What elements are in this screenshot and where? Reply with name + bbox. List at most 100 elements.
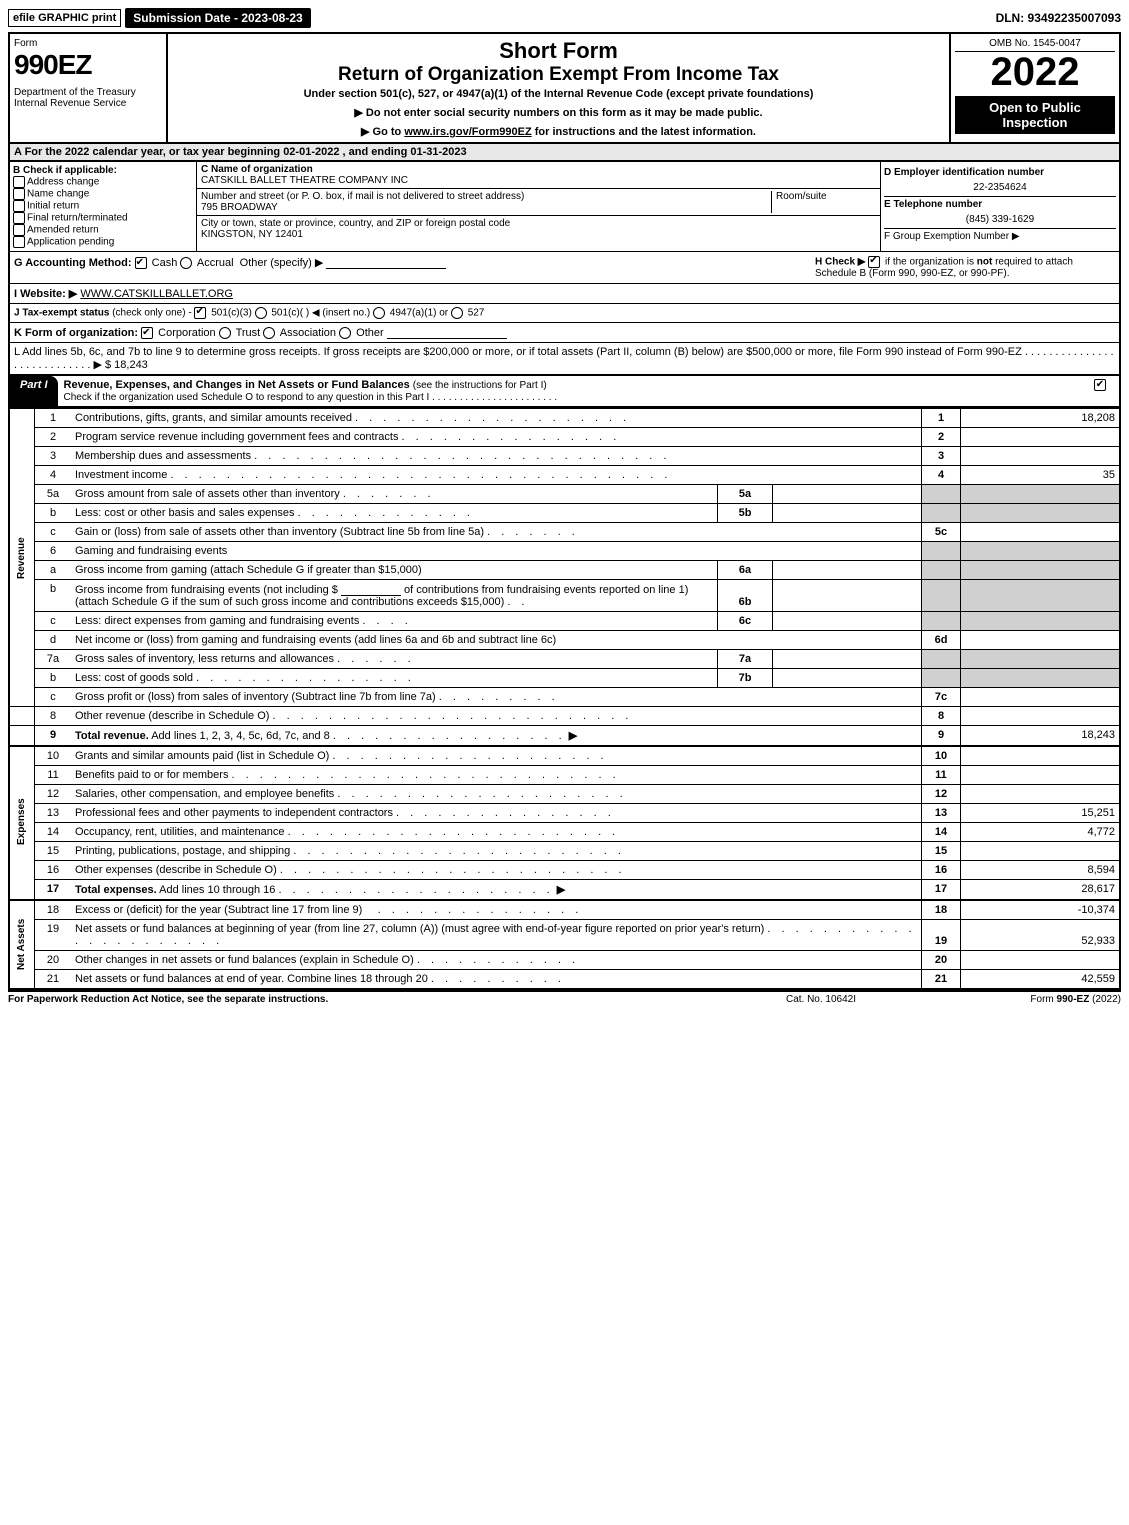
line-18: Net Assets 18 Excess or (deficit) for th…: [9, 900, 1120, 920]
l6-num: 6: [35, 542, 72, 561]
efile-label: efile GRAPHIC print: [8, 9, 121, 27]
checkbox-name[interactable]: [13, 188, 25, 200]
l11-amt: [961, 766, 1121, 785]
footer-left: For Paperwork Reduction Act Notice, see …: [8, 994, 721, 1005]
l4-col: 4: [922, 466, 961, 485]
l17-num: 17: [35, 880, 72, 900]
l6-col-grey: [922, 542, 961, 561]
l10-desc: Grants and similar amounts paid (list in…: [75, 750, 329, 762]
checkbox-final[interactable]: [13, 212, 25, 224]
c-street-row: Number and street (or P. O. box, if mail…: [197, 189, 880, 216]
k-other-fill[interactable]: [387, 326, 507, 339]
l5a-sub: 5a: [718, 485, 773, 504]
l6a-val: [773, 561, 922, 580]
form-header: Form 990EZ Department of the Treasury In…: [8, 32, 1121, 142]
g-other-fill[interactable]: [326, 256, 446, 269]
checkbox-part-i[interactable]: [1094, 379, 1106, 391]
c-name-label: C Name of organization: [201, 164, 313, 175]
website-value[interactable]: WWW.CATSKILLBALLET.ORG: [80, 288, 233, 300]
checkbox-501c3[interactable]: [194, 307, 206, 319]
tax-year: 2022: [955, 52, 1115, 92]
checkbox-h[interactable]: [868, 256, 880, 268]
c-name-row: C Name of organization CATSKILL BALLET T…: [197, 162, 880, 189]
l19-desc: Net assets or fund balances at beginning…: [75, 923, 764, 935]
l2-col: 2: [922, 428, 961, 447]
checkbox-pending[interactable]: [13, 236, 25, 248]
part-i-checknote: Check if the organization used Schedule …: [64, 392, 558, 403]
checkbox-address[interactable]: [13, 176, 25, 188]
l7c-num: c: [35, 688, 72, 707]
k-o2: Trust: [236, 327, 261, 339]
lines-table-expenses: Expenses 10 Grants and similar amounts p…: [8, 745, 1121, 899]
line-11: 11 Benefits paid to or for members . . .…: [9, 766, 1120, 785]
radio-accrual[interactable]: [180, 257, 192, 269]
l6b-blank[interactable]: [341, 583, 401, 596]
line-5a: 5a Gross amount from sale of assets othe…: [9, 485, 1120, 504]
radio-assoc[interactable]: [263, 327, 275, 339]
h-pre: H Check ▶: [815, 257, 868, 268]
l4-num: 4: [35, 466, 72, 485]
l17-col: 17: [922, 880, 961, 900]
l16-desc: Other expenses (describe in Schedule O): [75, 864, 277, 876]
spacer-9: [9, 726, 35, 746]
l20-desc: Other changes in net assets or fund bala…: [75, 954, 414, 966]
radio-501c[interactable]: [255, 307, 267, 319]
short-form-title: Short Form: [172, 38, 945, 64]
b-label-5: Application pending: [27, 237, 114, 248]
e-phone-label: E Telephone number: [884, 197, 1116, 212]
line-8: 8 Other revenue (describe in Schedule O)…: [9, 707, 1120, 726]
submission-date: Submission Date - 2023-08-23: [125, 8, 310, 28]
l5a-num: 5a: [35, 485, 72, 504]
radio-4947[interactable]: [373, 307, 385, 319]
l20-num: 20: [35, 951, 72, 970]
l6c-desc: Less: direct expenses from gaming and fu…: [75, 615, 359, 627]
radio-other[interactable]: [339, 327, 351, 339]
l7a-sub: 7a: [718, 650, 773, 669]
checkbox-corp[interactable]: [141, 327, 153, 339]
l6a-sub: 6a: [718, 561, 773, 580]
radio-trust[interactable]: [219, 327, 231, 339]
org-name: CATSKILL BALLET THEATRE COMPANY INC: [201, 175, 408, 186]
l7b-val: [773, 669, 922, 688]
spacer-8: [9, 707, 35, 726]
radio-527[interactable]: [451, 307, 463, 319]
checkbox-amended[interactable]: [13, 224, 25, 236]
l12-col: 12: [922, 785, 961, 804]
col-d: D Employer identification number 22-2354…: [881, 162, 1119, 251]
dln-value: DLN: 93492235007093: [996, 11, 1121, 25]
l-amount: 18,243: [114, 359, 148, 371]
l7b-amt-grey: [961, 669, 1121, 688]
l8-amt: [961, 707, 1121, 726]
ein-value: 22-2354624: [884, 180, 1116, 197]
b-label-0: Address change: [27, 177, 99, 188]
l2-desc: Program service revenue including govern…: [75, 431, 398, 443]
j-label: J Tax-exempt status: [14, 308, 109, 319]
l5a-desc: Gross amount from sale of assets other t…: [75, 488, 340, 500]
inspection-badge: Open to Public Inspection: [955, 96, 1115, 134]
l5c-num: c: [35, 523, 72, 542]
l6b-d1: Gross income from fundraising events (no…: [75, 584, 338, 596]
b-label-1: Name change: [27, 189, 89, 200]
l3-num: 3: [35, 447, 72, 466]
b-item-initial: Initial return: [13, 200, 193, 212]
room-label: Room/suite: [776, 191, 827, 202]
l4-desc: Investment income: [75, 469, 167, 481]
l7c-col: 7c: [922, 688, 961, 707]
page-footer: For Paperwork Reduction Act Notice, see …: [8, 990, 1121, 1005]
l14-num: 14: [35, 823, 72, 842]
l7c-amt: [961, 688, 1121, 707]
checkbox-initial[interactable]: [13, 200, 25, 212]
line-6d: d Net income or (loss) from gaming and f…: [9, 631, 1120, 650]
line-1: Revenue 1 Contributions, gifts, grants, …: [9, 409, 1120, 428]
footer-form-pre: Form: [1030, 994, 1056, 1005]
l5a-amt-grey: [961, 485, 1121, 504]
checkbox-cash[interactable]: [135, 257, 147, 269]
l6b-sub: 6b: [718, 580, 773, 612]
l6d-desc: Net income or (loss) from gaming and fun…: [71, 631, 922, 650]
i-label: I Website: ▶: [14, 288, 77, 300]
l6a-col-grey: [922, 561, 961, 580]
irs-link[interactable]: www.irs.gov/Form990EZ: [404, 126, 531, 138]
b-item-name: Name change: [13, 188, 193, 200]
l5b-col-grey: [922, 504, 961, 523]
k-o4: Other: [356, 327, 384, 339]
